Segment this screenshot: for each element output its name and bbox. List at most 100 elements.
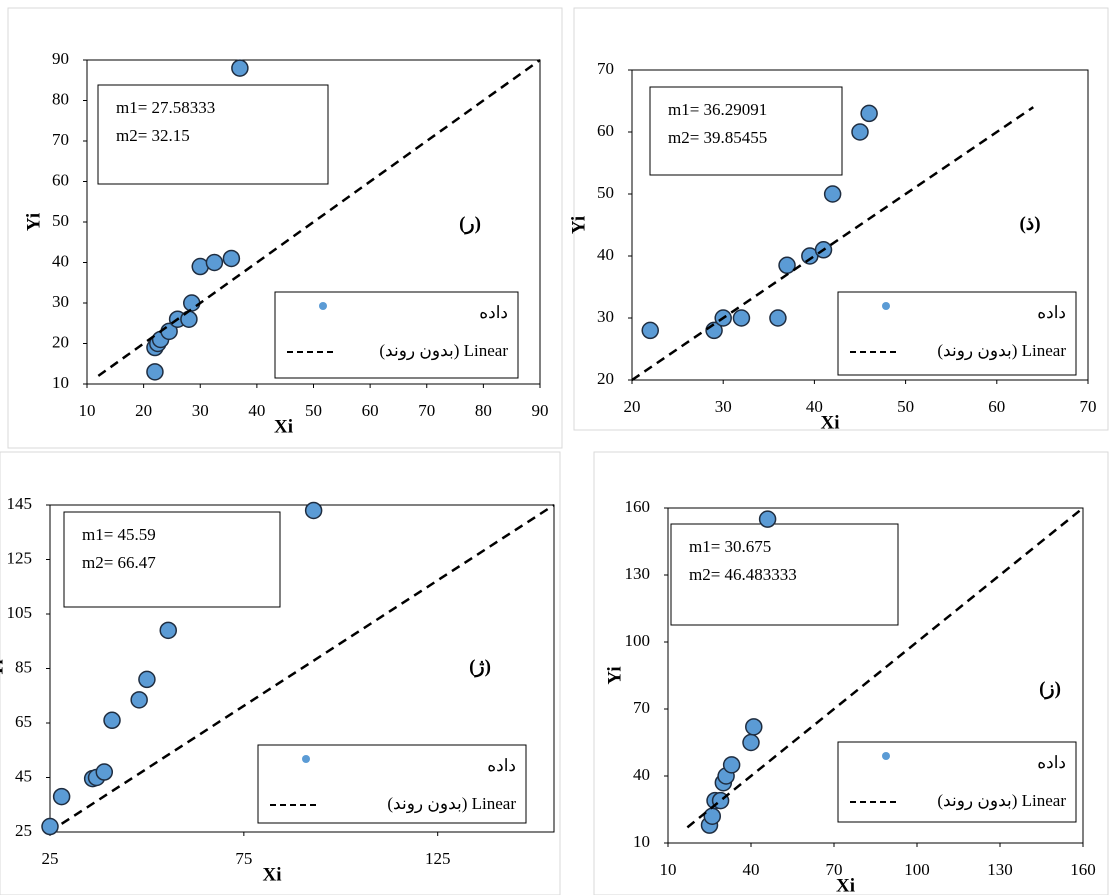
legend-marker <box>882 752 890 760</box>
y-tick-label: 20 <box>597 369 614 388</box>
data-point <box>745 718 763 736</box>
x-axis-label: Xi <box>263 864 282 885</box>
panel-border <box>573 7 1109 431</box>
annotation: m2= 46.483333 <box>689 565 797 584</box>
annotation: m1= 27.58333 <box>116 98 215 117</box>
data-point <box>103 711 121 730</box>
panel-label: (ذ) <box>1019 213 1040 234</box>
y-tick-label: 105 <box>7 603 33 622</box>
x-tick-label: 60 <box>362 401 379 420</box>
y-tick-label: 80 <box>52 89 69 108</box>
y-tick-label: 50 <box>597 183 614 202</box>
annotation-box <box>63 511 281 608</box>
legend-box <box>274 291 519 379</box>
x-tick-label: 40 <box>743 860 760 879</box>
plot-frame <box>667 507 1084 844</box>
annotation: m1= 45.59 <box>82 525 156 544</box>
trend-line <box>60 503 555 825</box>
data-point <box>823 185 842 203</box>
x-tick-label: 40 <box>806 397 823 416</box>
x-tick-label: 10 <box>79 401 96 420</box>
y-tick-label: 10 <box>633 832 650 851</box>
annotation: m1= 36.29091 <box>668 100 767 119</box>
legend-label: داده <box>1037 753 1066 772</box>
y-tick-label: 60 <box>597 121 614 140</box>
annotation-box <box>670 523 899 626</box>
y-tick-label: 130 <box>625 564 651 583</box>
trend-line <box>631 106 1034 382</box>
x-tick-label: 90 <box>532 401 549 420</box>
annotation: m2= 39.85455 <box>668 128 767 147</box>
y-tick-label: 30 <box>52 292 69 311</box>
y-tick-label: 10 <box>52 373 69 392</box>
legend-label: Linear (بدون روند) <box>379 341 508 361</box>
x-axis-label: Xi <box>836 875 855 895</box>
panel-label: (ژ) <box>469 656 491 677</box>
data-point <box>205 253 224 272</box>
data-point <box>703 807 722 825</box>
data-point <box>304 501 323 520</box>
annotation: m2= 66.47 <box>82 553 156 572</box>
panel-border <box>0 451 561 895</box>
data-point <box>159 621 177 640</box>
legend-marker <box>302 755 310 763</box>
data-point <box>130 691 148 709</box>
data-point <box>146 363 164 381</box>
y-axis-label: Yi <box>0 659 7 677</box>
y-tick-label: 25 <box>15 821 32 840</box>
y-tick-label: 30 <box>597 307 614 326</box>
y-tick-label: 40 <box>633 765 650 784</box>
annotation: m1= 30.675 <box>689 537 771 556</box>
legend-box <box>837 291 1077 376</box>
legend-marker <box>319 302 327 310</box>
plot-frame <box>631 69 1089 381</box>
y-tick-label: 45 <box>15 766 32 785</box>
data-point <box>722 756 741 774</box>
y-tick-label: 65 <box>15 712 32 731</box>
y-tick-label: 60 <box>52 170 69 189</box>
x-tick-label: 70 <box>826 860 843 879</box>
trend-line <box>686 507 1084 829</box>
x-tick-label: 70 <box>1080 397 1097 416</box>
panel-label: (ر) <box>459 213 481 234</box>
x-tick-label: 40 <box>248 401 265 420</box>
x-tick-label: 20 <box>135 401 152 420</box>
data-point <box>742 733 760 752</box>
legend-label: Linear (بدون روند) <box>937 791 1066 811</box>
legend-marker <box>882 302 890 310</box>
panel-label: (ز) <box>1039 678 1061 699</box>
y-tick-label: 85 <box>15 657 32 676</box>
x-tick-label: 30 <box>192 401 209 420</box>
legend-box <box>837 741 1077 823</box>
legend-label: داده <box>1037 303 1066 322</box>
data-point <box>778 256 796 275</box>
x-tick-label: 60 <box>988 397 1005 416</box>
data-point <box>231 59 249 77</box>
x-tick-label: 75 <box>235 849 252 868</box>
panel-border <box>593 451 1109 895</box>
annotation: m2= 32.15 <box>116 126 190 145</box>
y-tick-label: 100 <box>625 631 651 650</box>
x-tick-label: 20 <box>624 397 641 416</box>
legend-label: Linear (بدون روند) <box>387 794 516 814</box>
data-point <box>95 763 114 781</box>
data-point <box>52 787 71 806</box>
data-point <box>138 670 156 689</box>
data-point <box>183 294 201 312</box>
annotation-box <box>649 86 843 176</box>
data-point <box>41 817 59 836</box>
panel-border <box>7 7 563 449</box>
y-tick-label: 70 <box>52 130 69 149</box>
y-axis-label: Yi <box>604 666 625 684</box>
y-tick-label: 125 <box>7 548 33 567</box>
x-tick-label: 30 <box>715 397 732 416</box>
y-tick-label: 50 <box>52 211 69 230</box>
y-axis-label: Yi <box>568 216 589 234</box>
x-axis-label: Xi <box>274 416 293 437</box>
y-tick-label: 160 <box>625 497 651 516</box>
data-point <box>758 510 777 528</box>
x-tick-label: 100 <box>904 860 930 879</box>
y-axis-label: Yi <box>23 213 44 231</box>
x-axis-label: Xi <box>821 412 840 433</box>
